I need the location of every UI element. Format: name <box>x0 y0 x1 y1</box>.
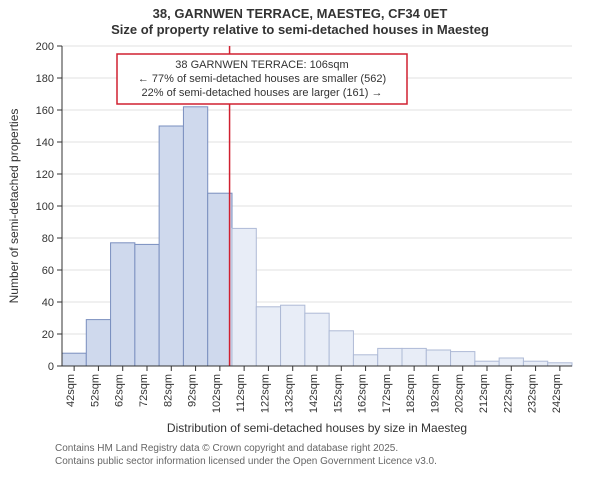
annotation-line: ← 77% of semi-detached houses are smalle… <box>138 73 386 85</box>
y-tick-label: 140 <box>36 137 54 149</box>
y-tick-label: 200 <box>36 41 54 53</box>
x-tick-label: 192sqm <box>429 374 441 413</box>
x-tick-label: 212sqm <box>478 374 490 413</box>
x-tick-label: 112sqm <box>235 374 247 412</box>
x-tick-label: 182sqm <box>405 374 417 413</box>
title-main: 38, GARNWEN TERRACE, MAESTEG, CF34 0ET <box>0 6 600 22</box>
histogram-bar <box>62 354 86 367</box>
histogram-chart: 0 20 40 60 80 100 120 140 160 180 200 42sqm 52sqm 62s… <box>0 38 600 443</box>
y-axis-title: Number of semi-detached properties <box>7 109 21 304</box>
histogram-bar <box>256 307 280 366</box>
x-tick-label: 142sqm <box>308 374 320 413</box>
histogram-bar <box>111 243 135 366</box>
y-tick-label: 80 <box>42 233 54 245</box>
x-tick-label: 202sqm <box>454 374 466 413</box>
x-tick-label: 82sqm <box>162 374 174 407</box>
histogram-bar <box>426 350 450 366</box>
x-tick-label: 242sqm <box>551 374 563 413</box>
histogram-bar <box>451 352 475 366</box>
histogram-bar <box>523 362 547 367</box>
x-tick-label: 122sqm <box>259 374 271 413</box>
histogram-bar <box>353 355 377 366</box>
histogram-bar <box>305 314 329 367</box>
footer-line-1: Contains HM Land Registry data © Crown c… <box>55 443 600 456</box>
x-tick-label: 62sqm <box>114 374 126 407</box>
histogram-bar <box>135 245 159 367</box>
x-tick-label: 92sqm <box>187 374 199 407</box>
annotation-line: 22% of semi-detached houses are larger (… <box>142 87 383 99</box>
x-tick-label: 42sqm <box>65 374 77 407</box>
x-tick-label: 172sqm <box>381 374 393 413</box>
x-tick-label: 232sqm <box>527 374 539 413</box>
footer-attribution: Contains HM Land Registry data © Crown c… <box>0 443 600 468</box>
x-tick-label: 162sqm <box>357 374 369 413</box>
x-tick-label: 72sqm <box>138 374 150 407</box>
histogram-bar <box>208 194 232 367</box>
histogram-bar <box>329 331 353 366</box>
histogram-bar <box>183 107 207 366</box>
y-tick-label: 120 <box>36 169 54 181</box>
histogram-bar <box>281 306 305 367</box>
histogram-bar <box>232 229 256 367</box>
title-sub: Size of property relative to semi-detach… <box>0 22 600 39</box>
histogram-bar <box>378 349 402 367</box>
x-tick-label: 222sqm <box>502 374 514 413</box>
histogram-bar <box>86 320 110 366</box>
x-tick-label: 152sqm <box>332 374 344 413</box>
annotation-line: 38 GARNWEN TERRACE: 106sqm <box>175 59 348 71</box>
histogram-bar <box>499 358 523 366</box>
y-tick-label: 160 <box>36 105 54 117</box>
histogram-bar <box>402 349 426 367</box>
y-tick-label: 180 <box>36 73 54 85</box>
y-tick-label: 100 <box>36 201 54 213</box>
x-axis-title: Distribution of semi-detached houses by … <box>167 421 467 435</box>
x-tick-label: 52sqm <box>89 374 101 407</box>
histogram-bar <box>159 126 183 366</box>
chart-container: 0 20 40 60 80 100 120 140 160 180 200 42sqm 52sqm 62s… <box>0 38 600 443</box>
y-tick-label: 20 <box>42 329 54 341</box>
y-tick-label: 60 <box>42 265 54 277</box>
x-tick-label: 132sqm <box>284 374 296 413</box>
y-tick-label: 0 <box>48 361 54 373</box>
y-tick-label: 40 <box>42 297 54 309</box>
x-tick-label: 102sqm <box>211 374 223 413</box>
chart-titles: 38, GARNWEN TERRACE, MAESTEG, CF34 0ET S… <box>0 0 600 38</box>
footer-line-2: Contains public sector information licen… <box>55 456 600 469</box>
histogram-bar <box>475 362 499 367</box>
